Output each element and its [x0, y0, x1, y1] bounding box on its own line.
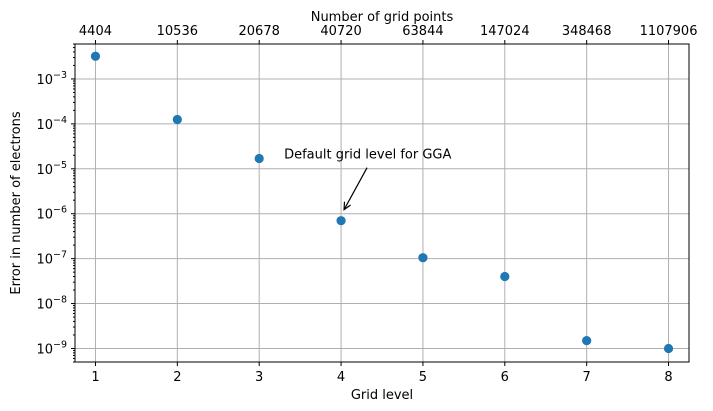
secondary-x-tick-label: 40720	[320, 24, 361, 39]
x-axis-title: Grid level	[351, 388, 413, 403]
grid	[75, 44, 689, 362]
plot-frame	[74, 43, 690, 363]
y-tick-label: 10−9	[36, 339, 67, 357]
x-tick-label: 8	[664, 370, 672, 385]
axis-ticks: 1 4404 2 10536 3 20678 4 40720 5 63844 6 147024 7 348…	[36, 24, 697, 385]
y-tick-label: 10−4	[36, 115, 67, 133]
secondary-x-tick-label: 20678	[239, 24, 280, 39]
annotation-arrowhead	[343, 201, 351, 211]
y-tick-label: 10−5	[36, 160, 67, 178]
secondary-x-tick-label: 1107906	[640, 24, 698, 39]
secondary-x-tick-label: 10536	[157, 24, 198, 39]
x-tick-label: 6	[501, 370, 509, 385]
data-point	[663, 343, 674, 354]
y-axis-title: Error in number of electrons	[9, 111, 24, 294]
annotation-label: Default grid level for GGA	[284, 148, 451, 163]
data-point	[418, 253, 428, 263]
y-tick-label: 10−3	[36, 70, 67, 88]
data-point	[500, 271, 510, 282]
x-tick-label: 2	[173, 370, 181, 385]
x-tick-label: 5	[419, 370, 427, 385]
data-point	[582, 335, 592, 346]
data-point	[336, 216, 346, 226]
y-tick-label: 10−8	[36, 295, 67, 313]
secondary-x-tick-label: 63844	[402, 24, 443, 39]
secondary-x-tick-label: 147024	[480, 24, 530, 39]
x-tick-label: 7	[583, 370, 591, 385]
secondary-x-axis-title: Number of grid points	[311, 10, 454, 25]
annotation-arrow	[343, 167, 368, 210]
annotation: Default grid level for GGA	[284, 148, 451, 211]
y-tick-label: 10−7	[36, 250, 67, 268]
y-tick-label: 10−6	[36, 205, 67, 223]
x-tick-label: 3	[255, 370, 263, 385]
secondary-x-tick-label: 4404	[79, 24, 112, 39]
data-point	[254, 153, 264, 164]
secondary-x-tick-label: 348468	[562, 24, 612, 39]
x-tick-label: 1	[91, 370, 99, 385]
data-point	[172, 114, 182, 125]
data-point	[90, 51, 101, 61]
data-points	[90, 51, 674, 354]
x-tick-label: 4	[337, 370, 345, 385]
